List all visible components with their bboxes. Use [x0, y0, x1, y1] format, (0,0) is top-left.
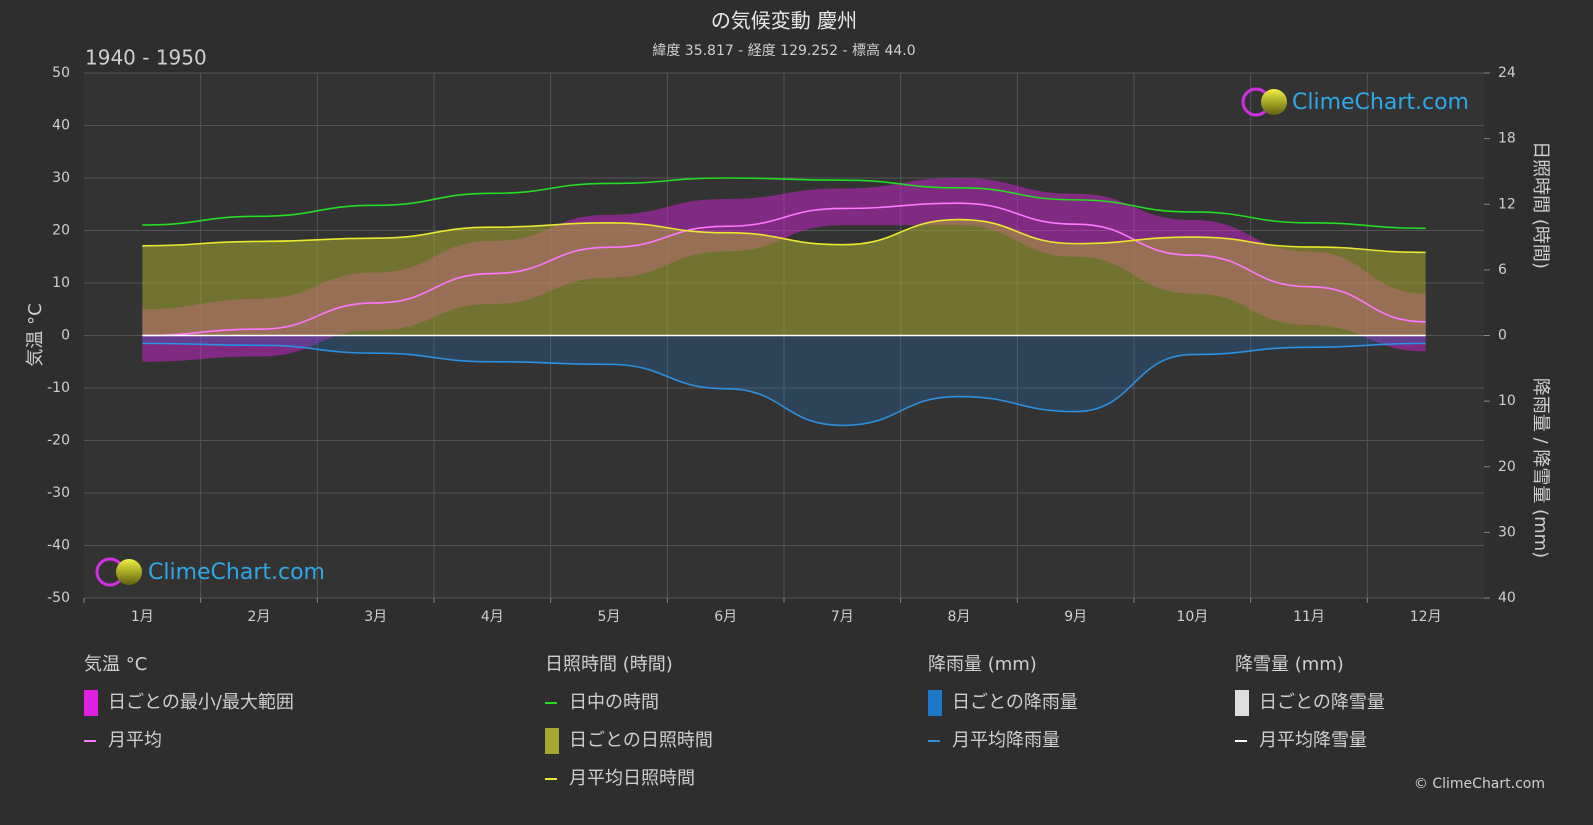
x-tick-label: 6月 — [714, 609, 737, 625]
y-tick-label: 40 — [52, 118, 70, 134]
plot-area — [84, 72, 1484, 599]
y-tick-label: 50 — [52, 65, 70, 81]
period-label: 1940 - 1950 — [85, 46, 207, 70]
x-tick-label: 5月 — [598, 609, 621, 625]
rain-area — [142, 335, 1426, 426]
y3-tick-label: 20 — [1498, 459, 1516, 475]
y-tick-label: 30 — [52, 170, 70, 186]
x-tick-label: 7月 — [831, 609, 854, 625]
legend-swatch — [928, 690, 942, 716]
legend-label: 月平均降雨量 — [952, 730, 1060, 751]
legend-label: 日ごとの最小/最大範囲 — [108, 692, 294, 713]
series-line — [142, 202, 1426, 337]
legend-swatch — [545, 728, 559, 754]
logo-bottom: ClimeChart.com — [95, 557, 325, 587]
series-line — [142, 177, 1426, 230]
y2-tick-label: 24 — [1498, 65, 1516, 81]
legend-label: 日中の時間 — [569, 692, 659, 713]
legend-swatch — [1235, 690, 1249, 716]
watermark: ClimeChart.com — [1292, 90, 1469, 115]
y-tick-label: -50 — [47, 590, 70, 606]
y-tick-label: -20 — [47, 433, 70, 449]
legend-label: 月平均降雪量 — [1259, 730, 1367, 751]
watermark: ClimeChart.com — [148, 560, 325, 585]
legend-group-title: 日照時間 (時間) — [545, 654, 673, 675]
copyright: © ClimeChart.com — [1414, 776, 1545, 792]
legend-label: 月平均日照時間 — [569, 768, 695, 789]
y-tick-label: 0 — [61, 328, 70, 344]
x-tick-label: 11月 — [1293, 609, 1325, 625]
legend-label: 日ごとの日照時間 — [569, 730, 713, 751]
series-line — [142, 342, 1426, 427]
y-tick-label: 10 — [52, 275, 70, 291]
logo-sun — [116, 559, 142, 585]
legend-label: 日ごとの降雪量 — [1259, 692, 1385, 713]
y-axis-title: 気温 °C — [25, 303, 46, 366]
logo-top: ClimeChart.com — [1241, 87, 1469, 117]
y3-tick-label: 40 — [1498, 590, 1516, 606]
y2-tick-label: 12 — [1498, 196, 1516, 212]
y3-tick-label: 30 — [1498, 524, 1516, 540]
y2-tick-label: 0 — [1498, 328, 1507, 344]
x-tick-label: 2月 — [248, 609, 271, 625]
x-tick-label: 10月 — [1176, 609, 1208, 625]
y2-tick-label: 18 — [1498, 131, 1516, 147]
legend-group-title: 降雪量 (mm) — [1235, 654, 1344, 675]
y-tick-label: -30 — [47, 485, 70, 501]
legend-group-title: 気温 °C — [84, 654, 147, 675]
y-tick-label: 20 — [52, 223, 70, 239]
legend-label: 月平均 — [108, 730, 162, 751]
x-tick-label: 3月 — [364, 609, 387, 625]
logo-sun — [1261, 89, 1287, 115]
chart-subtitle: 緯度 35.817 - 経度 129.252 - 標高 44.0 — [652, 42, 915, 59]
chart-title: の気候変動 慶州 — [711, 9, 857, 33]
y3-tick-label: 10 — [1498, 393, 1516, 409]
series-line — [142, 218, 1426, 254]
legend-swatch — [84, 690, 98, 716]
sunshine-area — [142, 219, 1426, 336]
x-tick-label: 1月 — [131, 609, 154, 625]
temperature-range-area — [142, 178, 1426, 362]
legend-label: 日ごとの降雨量 — [952, 692, 1078, 713]
y-tick-label: -40 — [47, 538, 70, 554]
x-tick-label: 12月 — [1410, 609, 1442, 625]
x-tick-label: 8月 — [948, 609, 971, 625]
legend-group-title: 降雨量 (mm) — [928, 654, 1037, 675]
y-tick-label: -10 — [47, 380, 70, 396]
x-tick-label: 9月 — [1064, 609, 1087, 625]
y2-axis-title: 日照時間 (時間) — [1530, 141, 1551, 269]
x-tick-label: 4月 — [481, 609, 504, 625]
y3-axis-title: 降雨量 / 降雪量 (mm) — [1530, 378, 1551, 558]
y2-tick-label: 6 — [1498, 262, 1507, 278]
